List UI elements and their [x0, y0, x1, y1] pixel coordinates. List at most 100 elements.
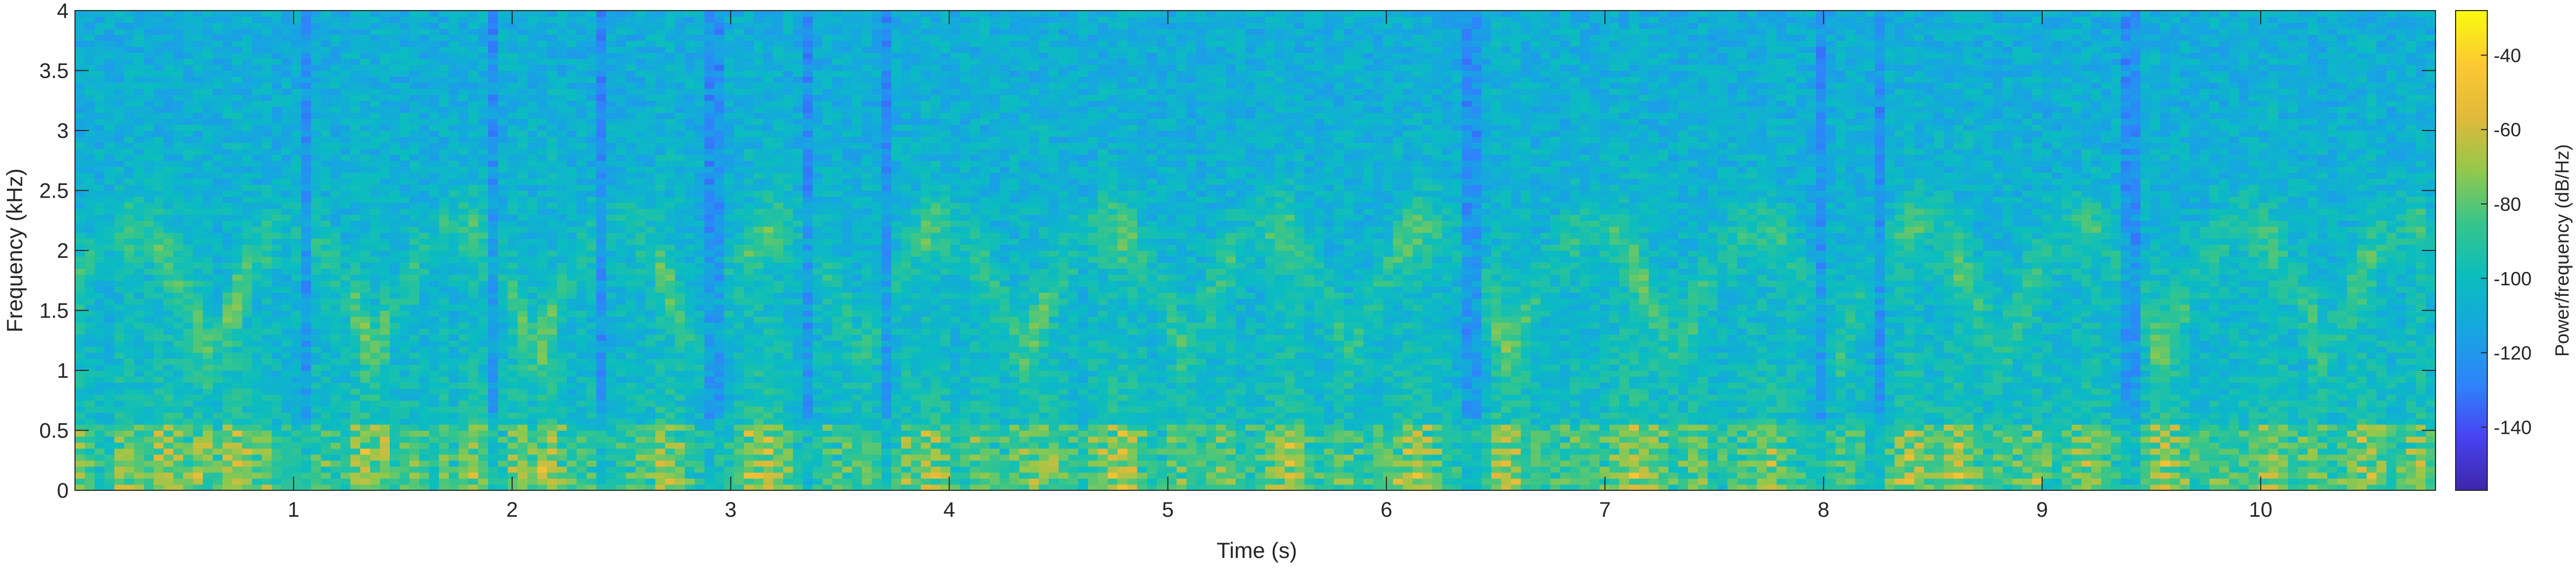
spectrogram-cell	[400, 227, 410, 233]
spectrogram-cell	[380, 166, 390, 173]
spectrogram-cell	[409, 184, 419, 191]
spectrogram-cell	[85, 125, 95, 131]
spectrogram-cell	[557, 113, 567, 119]
spectrogram-cell	[665, 431, 675, 437]
spectrogram-cell	[134, 478, 144, 485]
spectrogram-cell	[272, 59, 282, 65]
spectrogram-cell	[124, 107, 134, 113]
spectrogram-cell	[134, 77, 144, 83]
spectrogram-cell	[458, 299, 468, 305]
spectrogram-cell	[616, 100, 626, 107]
spectrogram-cell	[528, 365, 538, 371]
spectrogram-cell	[232, 460, 242, 467]
spectrogram-cell	[281, 41, 292, 47]
spectrogram-cell	[616, 118, 626, 125]
spectrogram-cell	[134, 154, 144, 161]
spectrogram-cell	[331, 370, 341, 377]
spectrogram-cell	[645, 46, 655, 53]
spectrogram-cell	[439, 449, 449, 455]
spectrogram-cell	[557, 286, 567, 293]
spectrogram-cell	[360, 52, 370, 59]
spectrogram-cell	[262, 485, 272, 491]
spectrogram-cell	[222, 329, 232, 335]
spectrogram-cell	[351, 472, 361, 479]
spectrogram-cell	[419, 59, 429, 65]
spectrogram-cell	[409, 197, 419, 203]
spectrogram-cell	[262, 370, 272, 377]
spectrogram-cell	[281, 256, 292, 263]
spectrogram-cell	[164, 113, 174, 119]
spectrogram-cell	[390, 311, 400, 317]
spectrogram-cell	[222, 34, 232, 41]
spectrogram-cell	[124, 436, 134, 443]
spectrogram-cell	[301, 209, 311, 215]
spectrogram-cell	[655, 46, 665, 53]
spectrogram-cell	[173, 460, 183, 467]
spectrogram-cell	[665, 46, 675, 53]
spectrogram-cell	[134, 304, 144, 311]
spectrogram-cell	[429, 136, 439, 143]
spectrogram-cell	[645, 191, 655, 197]
spectrogram-cell	[665, 485, 675, 491]
spectrogram-cell	[665, 316, 675, 323]
spectrogram-cell	[557, 23, 567, 29]
spectrogram-cell	[154, 424, 164, 431]
spectrogram-cell	[547, 131, 557, 137]
spectrogram-cell	[400, 268, 410, 275]
spectrogram-cell	[518, 64, 528, 71]
spectrogram-cell	[262, 292, 272, 299]
spectrogram-cell	[134, 184, 144, 191]
spectrogram-cell	[537, 16, 547, 23]
spectrogram-cell	[360, 263, 370, 269]
spectrogram-cell	[409, 340, 419, 347]
spectrogram-cell	[626, 412, 636, 418]
spectrogram-cell	[645, 100, 655, 107]
spectrogram-cell	[685, 311, 695, 317]
spectrogram-cell	[518, 256, 528, 263]
spectrogram-cell	[311, 478, 321, 485]
spectrogram-cell	[606, 232, 616, 239]
spectrogram-cell	[252, 286, 262, 293]
spectrogram-cell	[518, 268, 528, 275]
spectrogram-cell	[311, 472, 321, 479]
spectrogram-cell	[626, 16, 636, 23]
spectrogram-cell	[498, 250, 508, 257]
spectrogram-cell	[311, 467, 321, 473]
spectrogram-cell	[292, 191, 302, 197]
spectrogram-cell	[252, 347, 262, 353]
spectrogram-cell	[547, 107, 557, 113]
spectrogram-cell	[400, 358, 410, 365]
spectrogram-cell	[478, 89, 488, 95]
spectrogram-cell	[537, 388, 547, 395]
spectrogram-cell	[311, 322, 321, 329]
spectrogram-cell	[498, 449, 508, 455]
spectrogram-cell	[242, 118, 252, 125]
spectrogram-cell	[478, 256, 488, 263]
spectrogram-cell	[626, 113, 636, 119]
spectrogram-cell	[665, 329, 675, 335]
spectrogram-cell	[193, 131, 203, 137]
spectrogram-cell	[508, 250, 518, 257]
spectrogram-cell	[331, 154, 341, 161]
spectrogram-cell	[645, 166, 655, 173]
spectrogram-cell	[429, 215, 439, 221]
spectrogram-cell	[193, 197, 203, 203]
spectrogram-cell	[636, 16, 646, 23]
spectrogram-cell	[645, 52, 655, 59]
spectrogram-cell	[419, 250, 429, 257]
spectrogram-cell	[478, 131, 488, 137]
spectrogram-cell	[311, 376, 321, 383]
spectrogram-cell	[606, 299, 616, 305]
spectrogram-cell	[252, 143, 262, 149]
spectrogram-cell	[567, 268, 577, 275]
spectrogram-cell	[606, 238, 616, 245]
spectrogram-cell	[488, 143, 498, 149]
spectrogram-cell	[655, 431, 665, 437]
spectrogram-cell	[400, 215, 410, 221]
spectrogram-cell	[203, 238, 213, 245]
spectrogram-cell	[596, 95, 606, 101]
spectrogram-cell	[508, 179, 518, 185]
spectrogram-cell	[596, 220, 606, 227]
spectrogram-cell	[75, 442, 85, 449]
spectrogram-cell	[685, 406, 695, 413]
